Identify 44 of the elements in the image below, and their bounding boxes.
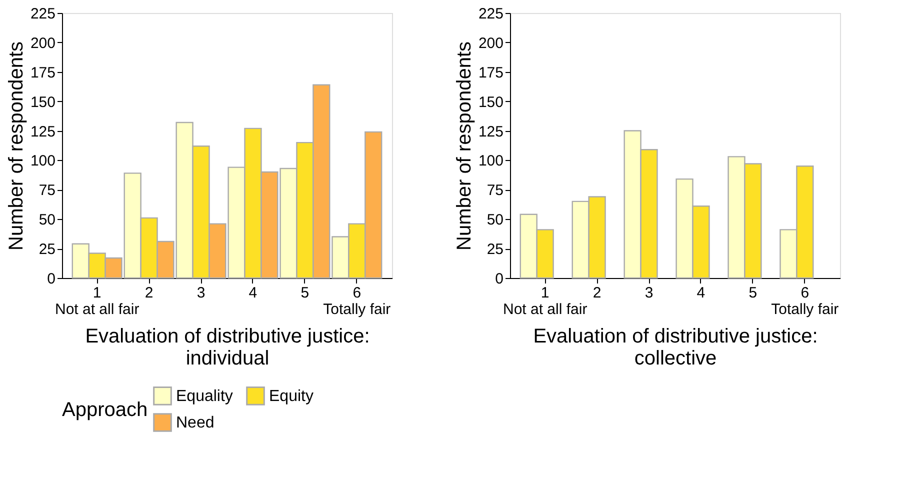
x-tick-label: 2 — [144, 284, 154, 302]
y-tick-label: 225 — [478, 6, 504, 22]
y-tick-label: 125 — [30, 123, 56, 140]
y-tick-label: 25 — [38, 241, 56, 258]
x-tick-label: 4 — [696, 284, 706, 302]
x-tick-label: 5 — [300, 284, 310, 302]
x-axis-title: Evaluation of distributive justice: collective — [533, 326, 818, 370]
text: Totally fair — [771, 301, 839, 318]
x-tick-label: 3 — [196, 284, 206, 302]
y-tick-label: 125 — [478, 123, 504, 140]
x-tick-label: 5 — [748, 284, 758, 302]
y-tick-label: 175 — [478, 64, 504, 82]
y-tick-label: 0 — [495, 270, 504, 288]
y-tick-label: 150 — [478, 94, 504, 111]
x-tick-label: 3 — [644, 284, 654, 302]
x-tick-label: 6 — [352, 284, 362, 302]
y-tick-label: 150 — [30, 94, 56, 111]
y-axis-title: Number of respondents — [453, 41, 476, 251]
x-tick-label: 2 — [592, 284, 602, 302]
legend-label: Equity — [269, 388, 314, 405]
legend-label: Need — [176, 414, 214, 432]
text: Totally fair — [323, 301, 391, 318]
y-tick-label: 0 — [47, 270, 56, 288]
y-tick-label: 100 — [478, 152, 504, 170]
y-tick-label: 100 — [30, 152, 56, 170]
y-tick-label: 75 — [38, 182, 56, 200]
y-tick-label: 50 — [38, 212, 56, 229]
y-tick-label: 75 — [486, 182, 504, 200]
x-tick-label: 4 — [248, 284, 258, 302]
text: Not at all fair — [502, 301, 588, 318]
x-tick-label: 6 — [800, 284, 810, 302]
y-tick-label: 225 — [30, 6, 56, 22]
x-axis-title: Evaluation of distributive justice: individual — [85, 326, 370, 370]
y-tick-label: 25 — [486, 241, 504, 258]
y-axis-title: Number of respondents — [5, 41, 28, 251]
y-tick-label: 175 — [30, 64, 56, 82]
y-tick-label: 200 — [478, 34, 504, 52]
y-tick-label: 50 — [486, 212, 504, 229]
text: Not at all fair — [54, 301, 140, 318]
x-tick-label: 1 — [540, 284, 550, 302]
legend-label: Equality — [176, 388, 233, 405]
legend-title: Approach — [62, 399, 148, 421]
y-tick-label: 200 — [30, 34, 56, 52]
x-tick-label: 1 — [92, 284, 102, 302]
